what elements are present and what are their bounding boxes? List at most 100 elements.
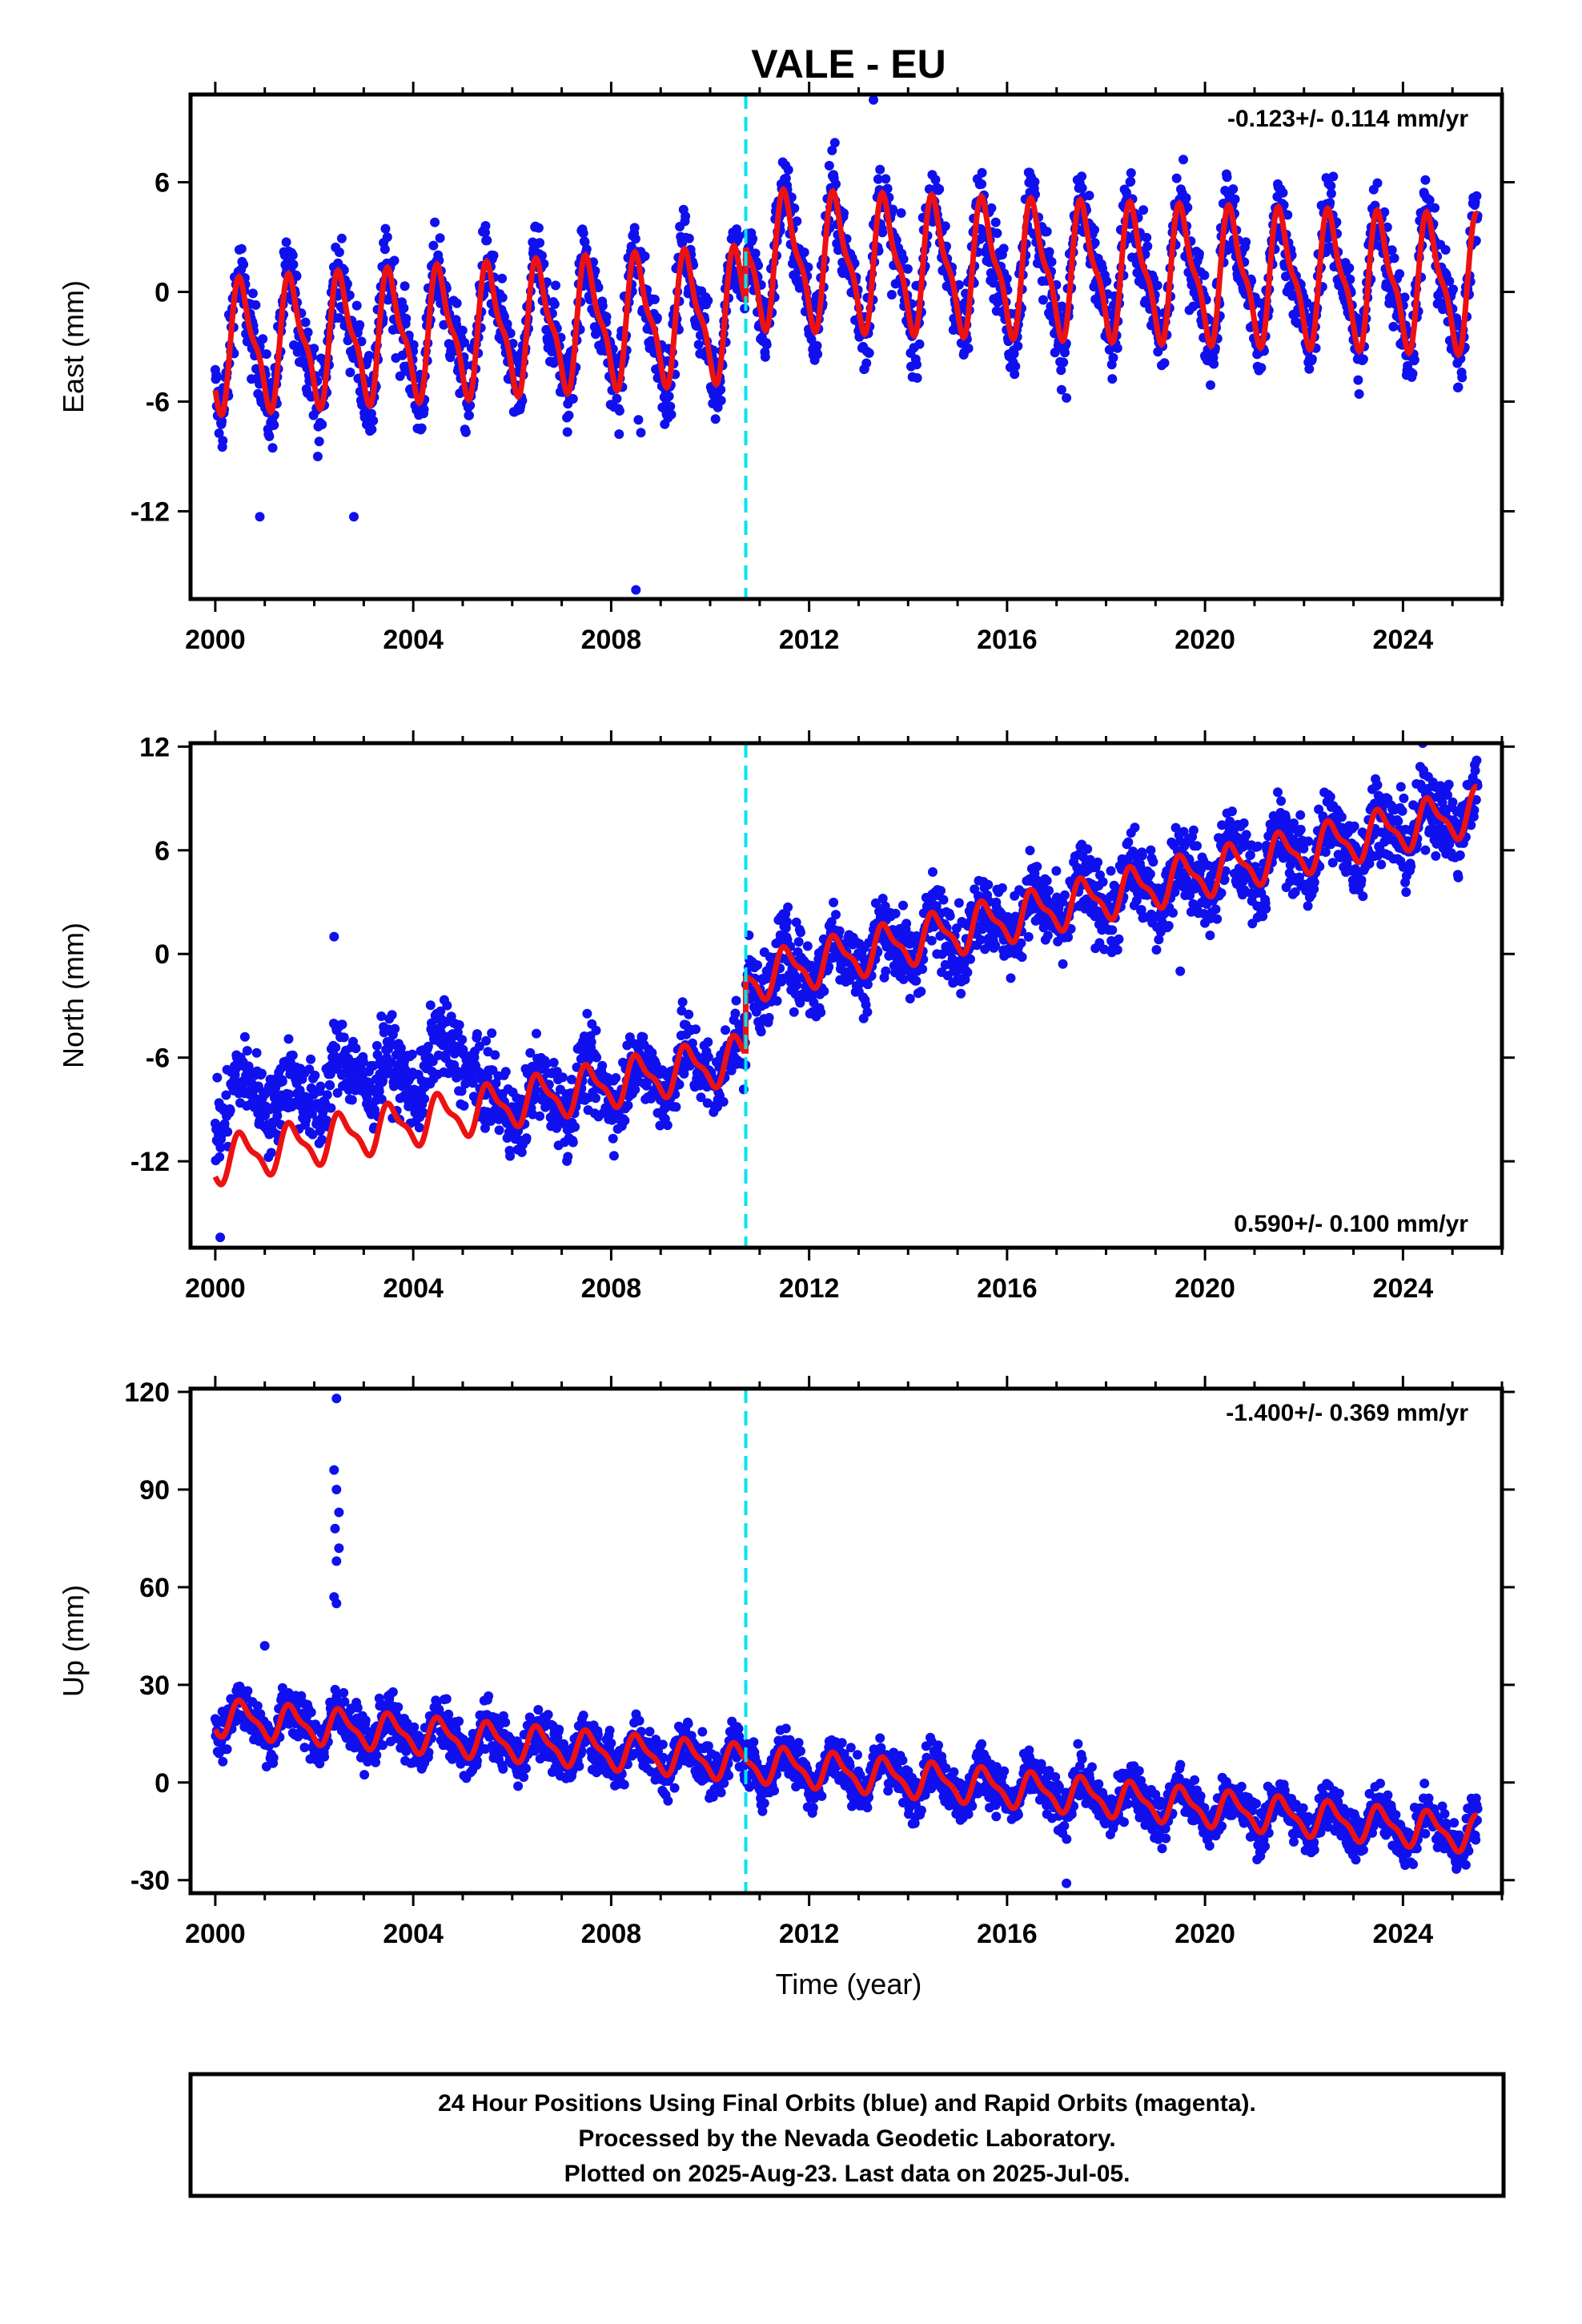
data-point: [881, 174, 891, 184]
data-point: [666, 409, 677, 420]
data-point: [831, 179, 841, 189]
data-point: [277, 1076, 287, 1087]
data-point: [1227, 806, 1237, 817]
data-point: [662, 1120, 673, 1131]
data-point: [430, 217, 440, 227]
data-point: [912, 373, 922, 383]
y-tick-label: 0: [155, 278, 170, 308]
data-point: [1171, 173, 1182, 183]
x-tick-label: 2016: [977, 625, 1038, 655]
data-point: [225, 1105, 235, 1116]
data-point: [1077, 183, 1087, 193]
data-point: [966, 954, 975, 964]
data-point: [459, 1100, 469, 1111]
data-point: [564, 410, 574, 420]
data-point: [407, 1049, 417, 1059]
y-tick-label: -6: [146, 387, 170, 417]
data-point: [1058, 357, 1069, 368]
data-point: [288, 259, 299, 270]
data-point: [684, 233, 694, 243]
data-point: [620, 1116, 630, 1126]
data-point: [816, 1007, 826, 1018]
data-point: [1148, 857, 1158, 867]
data-point: [703, 1037, 713, 1047]
data-point: [1060, 890, 1070, 900]
data-point: [212, 372, 223, 382]
data-point: [864, 348, 874, 358]
data-point: [1042, 227, 1052, 237]
data-point: [1138, 205, 1149, 215]
data-point: [718, 1096, 729, 1107]
data-point: [300, 317, 311, 328]
data-point: [928, 866, 938, 877]
data-point: [562, 427, 572, 437]
data-point: [760, 352, 770, 362]
scatter-series-north: [210, 743, 1483, 1243]
data-point: [266, 1148, 276, 1158]
data-point: [1168, 907, 1178, 918]
data-point: [379, 244, 390, 255]
data-point: [1424, 195, 1435, 205]
data-point: [1395, 269, 1405, 279]
data-point: [481, 1035, 492, 1046]
data-point: [309, 344, 319, 354]
data-point: [1090, 238, 1100, 248]
data-point: [890, 908, 901, 919]
data-point: [789, 203, 800, 213]
data-point: [472, 1029, 482, 1039]
data-point: [505, 328, 516, 339]
data-point: [611, 1073, 621, 1083]
data-point: [425, 1000, 436, 1011]
data-point: [614, 429, 624, 440]
data-point: [371, 1040, 382, 1051]
data-point: [497, 273, 508, 283]
data-point: [435, 233, 445, 243]
data-point: [214, 428, 224, 438]
data-point: [1358, 354, 1368, 364]
data-point: [497, 292, 508, 303]
data-point: [272, 1111, 283, 1121]
data-point: [326, 1103, 336, 1113]
data-point: [691, 1024, 701, 1035]
data-point: [882, 183, 893, 194]
data-point: [912, 360, 921, 370]
data-point: [215, 1152, 225, 1162]
data-point: [829, 138, 840, 148]
data-point: [269, 420, 279, 430]
data-point: [898, 254, 909, 264]
data-point: [803, 262, 813, 272]
data-point: [614, 406, 624, 416]
outlier-point: [633, 415, 644, 425]
data-point: [901, 919, 912, 929]
data-point: [926, 935, 937, 946]
data-point: [956, 988, 966, 999]
data-point: [502, 319, 512, 329]
data-point: [306, 1054, 316, 1064]
data-point: [1056, 384, 1066, 395]
data-point: [452, 298, 462, 308]
data-point: [236, 243, 247, 254]
data-point: [792, 216, 802, 227]
data-point: [1025, 846, 1035, 855]
data-point: [568, 1137, 578, 1148]
data-point: [721, 1025, 730, 1035]
data-point: [1430, 203, 1440, 213]
data-point: [582, 1008, 592, 1019]
data-point: [217, 416, 227, 426]
data-point: [796, 927, 805, 938]
data-point: [1326, 188, 1336, 199]
data-point: [557, 1072, 568, 1083]
data-point: [325, 1080, 335, 1091]
data-point: [1126, 176, 1136, 187]
data-point: [500, 1067, 511, 1077]
data-point: [813, 349, 823, 360]
data-point: [1388, 321, 1399, 332]
data-point: [1030, 177, 1040, 187]
data-point: [1353, 375, 1363, 385]
data-point: [521, 1133, 532, 1144]
data-point: [264, 431, 275, 441]
data-point: [940, 221, 950, 231]
data-point: [873, 174, 883, 184]
data-point: [772, 995, 782, 1006]
data-point: [1104, 344, 1114, 355]
